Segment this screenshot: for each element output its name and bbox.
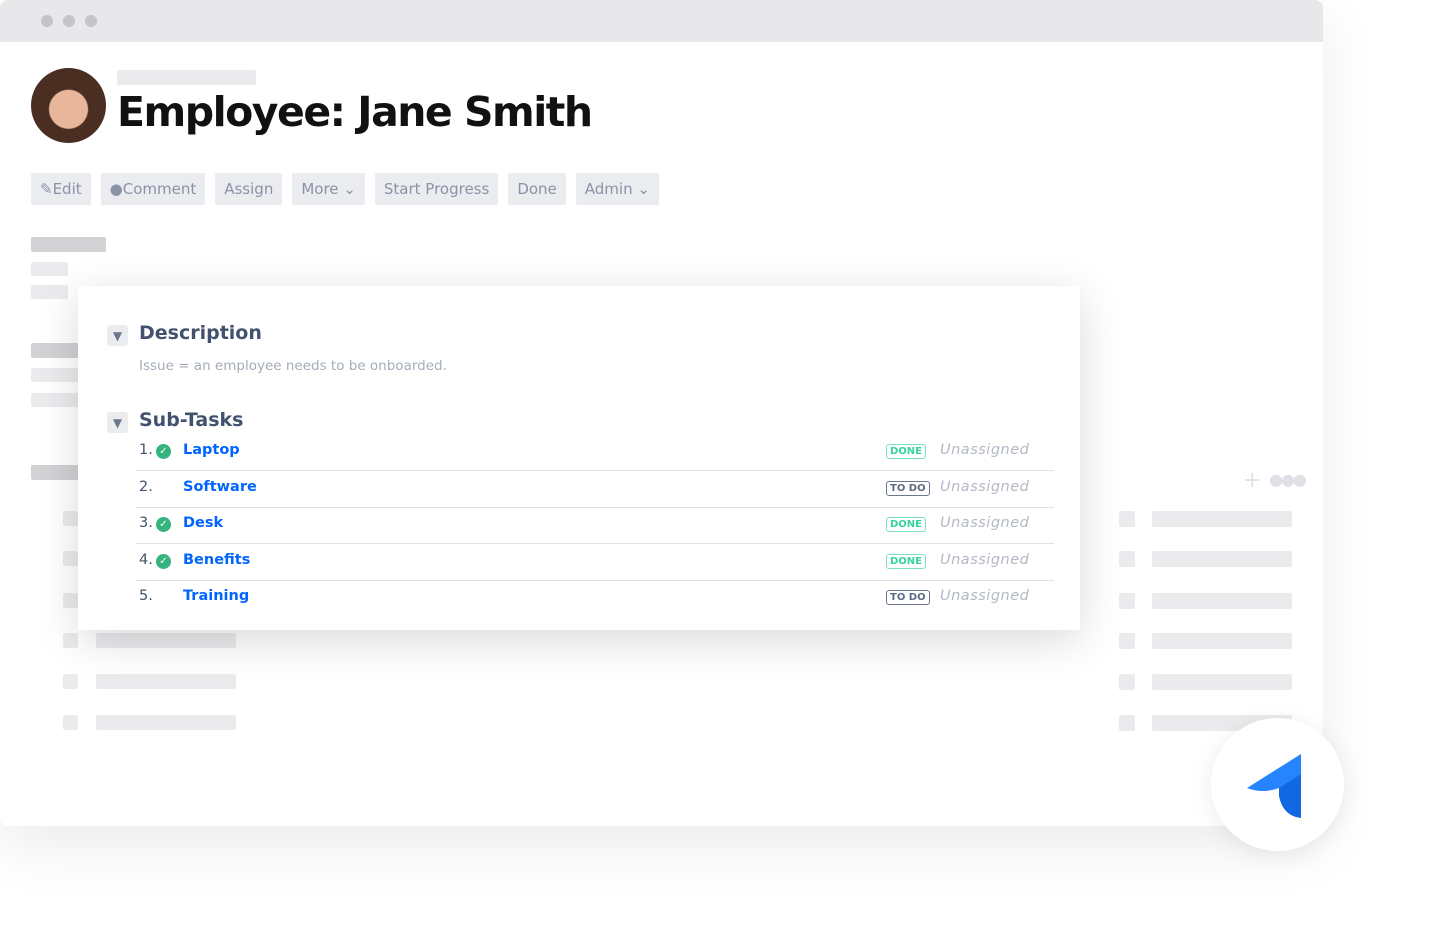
status-badge: TO DO (886, 590, 930, 605)
placeholder (63, 593, 78, 608)
issue-detail-card: ▼ Description Issue = an employee needs … (78, 286, 1080, 630)
status-badge: DONE (886, 444, 927, 459)
check-circle-icon: ✓ (156, 444, 171, 459)
subtask-row[interactable]: 3. ✓ Desk DONE Unassigned (136, 507, 1054, 544)
check-circle-icon: ✓ (156, 517, 171, 532)
placeholder (1119, 593, 1135, 609)
placeholder (63, 715, 78, 730)
chevron-down-icon: ▼ (112, 328, 123, 343)
status-badge: TO DO (886, 480, 930, 496)
subtask-link[interactable]: Benefits (183, 551, 251, 568)
subtask-link[interactable]: Software (183, 478, 257, 495)
subtask-link[interactable]: Training (183, 588, 250, 604)
placeholder (96, 633, 236, 648)
toolbar: ✎ Edit ● Comment Assign More ⌄ Start Progr… (31, 173, 659, 205)
placeholder (1119, 674, 1135, 690)
subtask-row[interactable]: 5. Training TO DO Unassigned (139, 588, 1030, 605)
placeholder (1152, 674, 1292, 690)
assign-button[interactable]: Assign (215, 173, 283, 205)
placeholder (96, 715, 236, 730)
subtask-row[interactable]: 2. Software TO DO Unassigned (136, 471, 1054, 508)
subtask-row[interactable]: 4. ✓ Benefits DONE Unassigned (136, 544, 1054, 581)
more-options-icon[interactable]: ●●● (1269, 470, 1307, 489)
placeholder (31, 465, 91, 480)
maximize-window-button[interactable] (85, 15, 97, 27)
speech-bubble-icon: ● (109, 180, 123, 198)
placeholder (1152, 551, 1292, 567)
done-button[interactable]: Done (508, 173, 566, 205)
subtasks-heading: Sub-Tasks (139, 409, 244, 431)
placeholder (1119, 551, 1135, 567)
breadcrumb-placeholder (117, 70, 256, 85)
placeholder (63, 511, 78, 526)
subtask-link[interactable]: Laptop (183, 442, 240, 458)
placeholder (31, 237, 106, 252)
placeholder (63, 674, 78, 689)
subtask-link[interactable]: Desk (183, 515, 224, 531)
placeholder (96, 674, 236, 689)
placeholder (1119, 511, 1135, 527)
collapse-subtasks-button[interactable]: ▼ (107, 412, 128, 433)
title-bar (0, 0, 1323, 42)
chevron-down-icon: ⌄ (343, 180, 356, 198)
placeholder (63, 551, 78, 566)
jira-logo (1211, 718, 1344, 851)
chevron-down-icon: ⌄ (637, 180, 650, 198)
placeholder (31, 393, 91, 407)
description-text: Issue = an employee needs to be onboarde… (139, 358, 447, 374)
add-icon[interactable]: + (1243, 468, 1262, 493)
close-window-button[interactable] (41, 15, 53, 27)
description-heading: Description (139, 322, 262, 344)
page-title: Employee: Jane Smith (117, 88, 593, 136)
status-badge: DONE (886, 517, 927, 532)
minimize-window-button[interactable] (63, 15, 75, 27)
assignee: Unassigned (940, 442, 1030, 458)
assignee: Unassigned (940, 478, 1030, 495)
placeholder (31, 343, 91, 358)
placeholder (31, 368, 91, 382)
placeholder (31, 285, 68, 299)
pencil-icon: ✎ (40, 180, 53, 198)
placeholder (31, 262, 68, 276)
jira-logo-icon (1247, 754, 1301, 818)
placeholder (1119, 633, 1135, 649)
assignee: Unassigned (940, 551, 1030, 568)
placeholder (63, 633, 78, 648)
status-badge: DONE (886, 553, 927, 569)
more-button[interactable]: More ⌄ (292, 173, 365, 205)
placeholder (1152, 633, 1292, 649)
subtask-row[interactable]: 1. ✓ Laptop DONE Unassigned (136, 434, 1054, 471)
placeholder (1119, 715, 1135, 731)
admin-button[interactable]: Admin ⌄ (575, 173, 659, 205)
placeholder (1152, 593, 1292, 609)
avatar (31, 68, 106, 143)
placeholder (1152, 511, 1292, 527)
collapse-description-button[interactable]: ▼ (107, 325, 128, 346)
assignee: Unassigned (940, 588, 1030, 604)
comment-button[interactable]: ● Comment (100, 173, 206, 205)
check-circle-icon: ✓ (156, 553, 171, 569)
start-progress-button[interactable]: Start Progress (374, 173, 499, 205)
edit-button[interactable]: ✎ Edit (31, 173, 91, 205)
assignee: Unassigned (940, 515, 1030, 531)
chevron-down-icon: ▼ (112, 415, 123, 430)
